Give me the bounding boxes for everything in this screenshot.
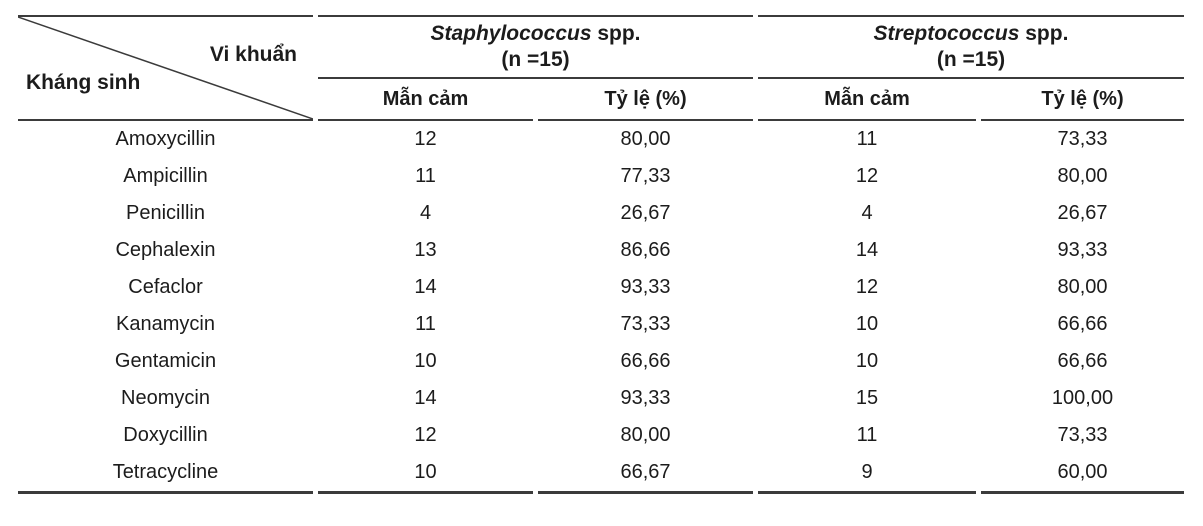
value-cell: 10 bbox=[855, 350, 879, 372]
value-cell: 80,00 bbox=[620, 128, 671, 150]
value-cell: 11 bbox=[415, 313, 436, 335]
value-cell: 11 bbox=[856, 128, 878, 150]
value-cell: 12 bbox=[855, 165, 879, 187]
antibiotic-name-cell: Gentamicin bbox=[114, 350, 217, 372]
group-genus: Staphylococcus bbox=[430, 22, 592, 45]
table-row: Kanamycin 11 73,33 10 66,66 bbox=[18, 306, 1184, 343]
value-cell: 9 bbox=[758, 454, 976, 494]
value-cell: 77,33 bbox=[620, 165, 671, 187]
corner-label-bacteria: Vi khuẩn bbox=[209, 43, 297, 66]
group-header-staphylococcus: Staphylococcus spp. (n =15) bbox=[318, 15, 753, 79]
antibiotic-name-cell: Amoxycillin bbox=[115, 128, 216, 150]
value-cell: 15 bbox=[855, 387, 879, 409]
antibiotic-name-cell: Ampicillin bbox=[123, 165, 208, 187]
value-cell: 100,00 bbox=[1051, 387, 1114, 409]
antibiotic-name-cell: Cefaclor bbox=[128, 276, 203, 298]
value-cell: 80,00 bbox=[1057, 276, 1108, 298]
group-genus: Streptococcus bbox=[873, 22, 1020, 45]
value-cell: 14 bbox=[855, 239, 879, 261]
value-cell: 93,33 bbox=[620, 387, 671, 409]
value-cell: 12 bbox=[414, 424, 437, 446]
value-cell: 11 bbox=[415, 165, 436, 187]
corner-label-antibiotic: Kháng sinh bbox=[26, 71, 141, 94]
value-cell: 11 bbox=[856, 424, 878, 446]
value-cell: 73,33 bbox=[1057, 424, 1108, 446]
value-cell: 12 bbox=[855, 276, 879, 298]
value-cell: 73,33 bbox=[1057, 128, 1108, 150]
subheader-row: Mẫn cảm Tỷ lệ (%) Mẫn cảm Tỷ lệ (%) bbox=[18, 79, 1184, 121]
group-header-row: Vi khuẩn Kháng sinh Staphylococcus spp. … bbox=[18, 15, 1184, 121]
diagonal-divider-line bbox=[18, 17, 313, 119]
value-cell: 66,66 bbox=[1057, 313, 1108, 335]
table-row: Doxycillin 12 80,00 11 73,33 bbox=[18, 417, 1184, 454]
table-row: Penicillin 4 26,67 4 26,67 bbox=[18, 195, 1184, 232]
antibiotic-name-cell: Doxycillin bbox=[123, 424, 208, 446]
value-cell: 10 bbox=[855, 313, 879, 335]
group-suffix: spp. bbox=[591, 22, 641, 45]
subheader-sensitive-staph: Mẫn cảm bbox=[318, 79, 533, 121]
subheader-rate-strep: Tỷ lệ (%) bbox=[981, 79, 1184, 121]
table-row: Gentamicin 10 66,66 10 66,66 bbox=[18, 343, 1184, 380]
value-cell: 13 bbox=[414, 239, 437, 261]
antibiotic-name-cell: Neomycin bbox=[121, 387, 210, 409]
table-row: Cefaclor 14 93,33 12 80,00 bbox=[18, 269, 1184, 306]
page: Vi khuẩn Kháng sinh Staphylococcus spp. … bbox=[0, 15, 1203, 526]
value-cell: 80,00 bbox=[1057, 165, 1108, 187]
group-name: Streptococcus spp. bbox=[758, 21, 1184, 47]
group-name: Staphylococcus spp. bbox=[318, 21, 753, 47]
value-cell: 93,33 bbox=[620, 276, 671, 298]
table-row: Neomycin 14 93,33 15 100,00 bbox=[18, 380, 1184, 417]
value-cell: 4 bbox=[419, 202, 432, 224]
value-cell: 93,33 bbox=[1057, 239, 1108, 261]
group-count: (n =15) bbox=[936, 48, 1006, 71]
value-cell: 12 bbox=[414, 128, 437, 150]
value-cell: 86,66 bbox=[620, 239, 671, 261]
value-cell: 66,66 bbox=[1057, 350, 1108, 372]
value-cell: 60,00 bbox=[981, 454, 1184, 494]
antibiotic-name-cell: Kanamycin bbox=[116, 313, 215, 335]
value-cell: 10 bbox=[414, 350, 437, 372]
antibiotic-name-cell: Cephalexin bbox=[115, 239, 216, 261]
subheader-rate-staph: Tỷ lệ (%) bbox=[538, 79, 753, 121]
antibiotic-name-cell: Penicillin bbox=[126, 202, 205, 224]
antibiotic-name-cell: Tetracycline bbox=[18, 454, 313, 494]
subheader-sensitive-strep: Mẫn cảm bbox=[758, 79, 976, 121]
table-row: Amoxycillin 12 80,00 11 73,33 bbox=[18, 121, 1184, 158]
value-cell: 73,33 bbox=[620, 313, 671, 335]
value-cell: 26,67 bbox=[620, 202, 671, 224]
value-cell: 80,00 bbox=[620, 424, 671, 446]
value-cell: 10 bbox=[318, 454, 533, 494]
group-count: (n =15) bbox=[501, 48, 570, 71]
group-suffix: spp. bbox=[1019, 22, 1069, 45]
antibiotic-sensitivity-table: Vi khuẩn Kháng sinh Staphylococcus spp. … bbox=[13, 15, 1189, 494]
value-cell: 14 bbox=[414, 276, 437, 298]
group-header-streptococcus: Streptococcus spp. (n =15) bbox=[758, 15, 1184, 79]
value-cell: 4 bbox=[861, 202, 873, 224]
corner-cell: Vi khuẩn Kháng sinh bbox=[18, 15, 313, 121]
value-cell: 14 bbox=[414, 387, 437, 409]
table-row: Ampicillin 11 77,33 12 80,00 bbox=[18, 158, 1184, 195]
value-cell: 26,67 bbox=[1057, 202, 1108, 224]
value-cell: 66,66 bbox=[620, 350, 671, 372]
value-cell: 66,67 bbox=[538, 454, 753, 494]
table-row: Tetracycline 10 66,67 9 60,00 bbox=[18, 454, 1184, 494]
table-row: Cephalexin 13 86,66 14 93,33 bbox=[18, 232, 1184, 269]
